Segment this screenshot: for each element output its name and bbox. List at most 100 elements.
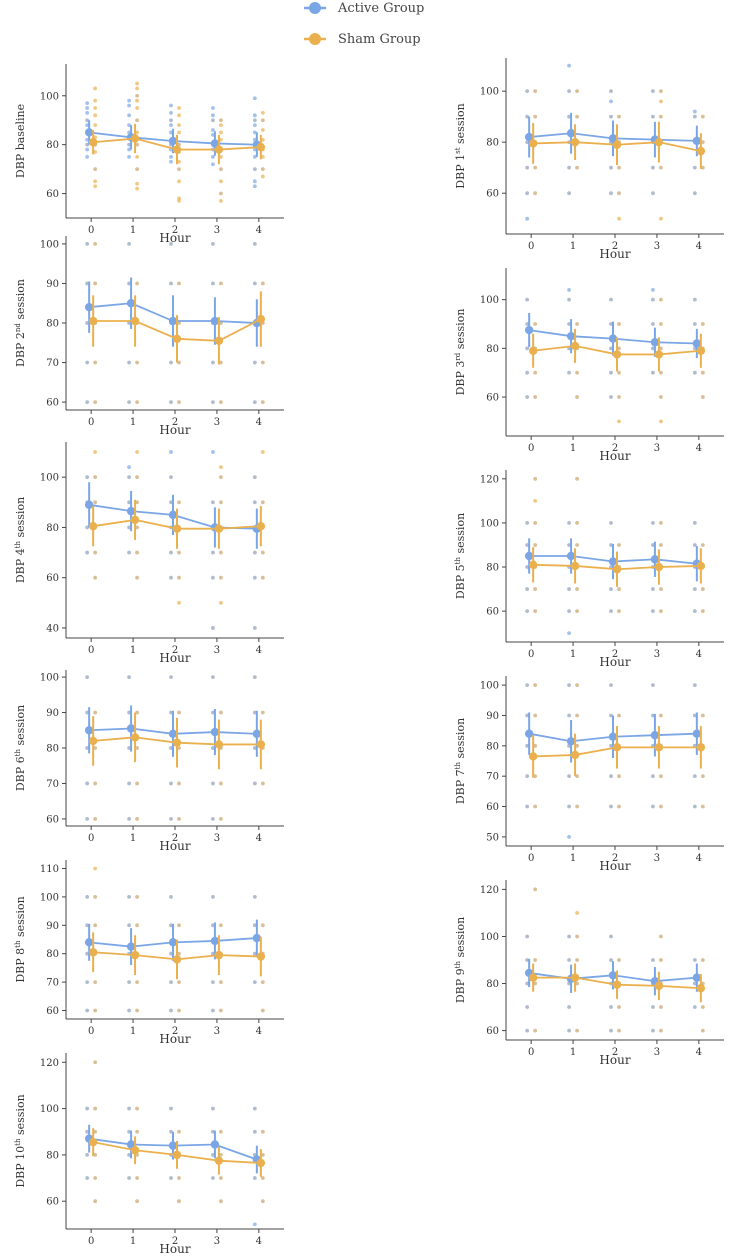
raw-point (93, 1060, 98, 1065)
mean-point (130, 950, 140, 960)
x-axis-title: Hour (599, 449, 630, 463)
raw-point (525, 140, 530, 145)
y-tick-label: 80 (486, 138, 499, 149)
mean-point (692, 339, 702, 348)
mean-point (130, 316, 140, 326)
raw-point (211, 710, 215, 715)
raw-point (177, 980, 181, 984)
raw-point (127, 465, 131, 470)
raw-point (127, 321, 131, 325)
raw-point (211, 575, 215, 580)
raw-point (252, 400, 257, 404)
raw-point (252, 675, 257, 679)
raw-point (260, 575, 265, 580)
raw-point (692, 322, 697, 326)
raw-point (177, 923, 181, 928)
raw-point (169, 500, 173, 505)
y-axis-title: DBP 4th session (14, 497, 27, 583)
raw-point (135, 817, 139, 821)
mean-point (608, 557, 618, 566)
raw-point (700, 1005, 705, 1009)
raw-point (525, 565, 530, 569)
x-tick-label: 1 (570, 1047, 576, 1058)
y-tick-label: 90 (486, 711, 499, 722)
y-tick-label: 90 (46, 921, 59, 932)
mean-point (612, 140, 622, 149)
raw-point (617, 395, 621, 399)
raw-point (169, 154, 173, 159)
raw-point (169, 817, 173, 821)
raw-point (533, 114, 538, 119)
chart-panel-session-10: 60 80 100 120 0 1 2 3 4 Hour DBP 10th session (0, 1045, 292, 1256)
raw-point (85, 400, 90, 404)
x-tick-label: 1 (130, 225, 136, 236)
x-tick-label: 4 (696, 649, 702, 660)
raw-point (135, 1129, 139, 1134)
raw-point (567, 543, 571, 547)
raw-point (93, 1176, 98, 1180)
raw-point (260, 154, 265, 159)
raw-point (575, 1028, 579, 1033)
raw-point (567, 297, 571, 302)
raw-point (219, 980, 223, 984)
raw-point (525, 1028, 530, 1033)
raw-point (700, 958, 705, 962)
mean-point (566, 551, 576, 561)
raw-point (260, 1199, 265, 1204)
raw-point (659, 395, 663, 399)
raw-point (252, 923, 257, 928)
raw-point (135, 93, 139, 98)
raw-point (93, 1199, 98, 1204)
raw-point (700, 774, 705, 779)
raw-point (177, 575, 181, 580)
raw-point (93, 450, 98, 454)
raw-point (533, 370, 538, 375)
mean-point (608, 971, 618, 980)
raw-point (93, 500, 98, 505)
raw-point (219, 817, 223, 821)
raw-point (177, 360, 181, 365)
y-tick-label: 80 (46, 1150, 59, 1161)
raw-point (169, 159, 173, 164)
raw-point (567, 683, 571, 688)
y-axis-title: DBP 7th session (454, 718, 467, 804)
raw-point (700, 804, 705, 809)
y-axis-title-main: DBP 3 (454, 361, 467, 396)
x-tick-label: 0 (88, 1236, 94, 1247)
raw-point (135, 895, 139, 899)
raw-point (609, 297, 613, 302)
x-tick-label: 3 (214, 833, 220, 844)
raw-point (575, 609, 579, 614)
chart-panel-session-6: 60 70 80 90 100 0 1 2 3 4 Hour DBP 6th session (0, 662, 292, 853)
raw-point (135, 746, 139, 750)
y-axis-title-suffix: session (14, 1094, 27, 1138)
mean-point (608, 732, 618, 741)
raw-point (93, 866, 98, 871)
x-tick-label: 3 (214, 1236, 220, 1247)
raw-point (525, 934, 530, 939)
x-axis-title: Hour (599, 247, 630, 261)
raw-point (169, 103, 173, 108)
mean-point (566, 331, 576, 341)
y-tick-label: 50 (486, 832, 499, 843)
raw-point (211, 154, 215, 159)
raw-point (135, 475, 139, 480)
raw-point (169, 1129, 173, 1134)
x-tick-label: 1 (130, 833, 136, 844)
raw-point (609, 743, 613, 748)
y-axis-title-main: DBP 1 (454, 154, 467, 189)
raw-point (135, 360, 139, 365)
x-tick-label: 2 (172, 645, 178, 656)
raw-point (252, 746, 257, 750)
raw-point (659, 297, 663, 302)
x-tick-label: 3 (654, 1047, 660, 1058)
raw-point (617, 114, 621, 119)
raw-point (85, 360, 90, 365)
y-tick-label: 100 (40, 91, 59, 102)
x-tick-label: 1 (130, 417, 136, 428)
y-axis-title-suffix: session (14, 705, 27, 749)
raw-point (135, 281, 139, 286)
raw-point (85, 137, 90, 142)
raw-point (169, 675, 173, 679)
mean-point (612, 980, 622, 989)
